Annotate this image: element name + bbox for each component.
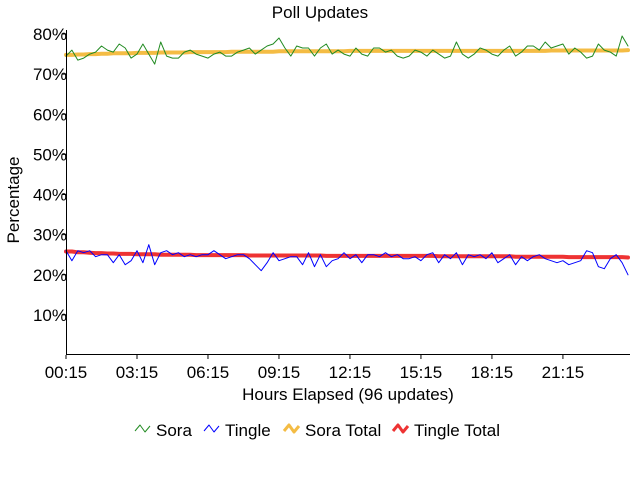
y-tick-label: 30% bbox=[33, 226, 67, 245]
x-tick-label: 21:15 bbox=[542, 363, 585, 382]
plot-series-group bbox=[64, 35, 630, 276]
x-tick-label: 12:15 bbox=[329, 363, 372, 382]
y-tick-label: 60% bbox=[33, 105, 67, 124]
x-tick-label: 06:15 bbox=[187, 363, 230, 382]
legend-label-tingle-total: Tingle Total bbox=[414, 421, 500, 440]
axes-group bbox=[66, 30, 630, 355]
legend-label-sora: Sora bbox=[156, 421, 192, 440]
y-tick-label: 20% bbox=[33, 266, 67, 285]
x-tick-label: 03:15 bbox=[116, 363, 159, 382]
legend-swatch-tingle-total bbox=[391, 423, 410, 434]
series-line-tingle-total bbox=[64, 249, 630, 260]
legend-swatch-sora bbox=[134, 424, 151, 433]
legend-label-tingle: Tingle bbox=[225, 421, 271, 440]
series-line-sora-total bbox=[64, 48, 630, 57]
series-line-tingle bbox=[65, 244, 629, 276]
legend-swatch-sora-total bbox=[282, 423, 301, 434]
x-tick-label: 15:15 bbox=[400, 363, 443, 382]
x-axis-title: Hours Elapsed (96 updates) bbox=[242, 385, 454, 404]
chart-title: Poll Updates bbox=[272, 3, 368, 22]
legend-swatch-tingle bbox=[203, 424, 220, 433]
y-tick-label: 10% bbox=[33, 306, 67, 325]
x-tick-label: 09:15 bbox=[258, 363, 301, 382]
y-tick-label: 40% bbox=[33, 186, 67, 205]
x-tick-label: 00:15 bbox=[45, 363, 88, 382]
y-ticks-group: 10% 20% 30% 40% 50% 60% 70% 80% bbox=[33, 25, 67, 325]
legend-label-sora-total: Sora Total bbox=[305, 421, 381, 440]
y-tick-label: 70% bbox=[33, 65, 67, 84]
legend: Sora Tingle Sora Total Tingle Total bbox=[134, 421, 500, 440]
y-axis-title: Percentage bbox=[4, 157, 23, 244]
series-line-sora bbox=[65, 35, 629, 65]
x-tick-label: 18:15 bbox=[471, 363, 514, 382]
x-ticks-group: 00:15 03:15 06:15 09:15 12:15 15:15 18:15 21:15 bbox=[45, 355, 584, 382]
y-tick-label: 50% bbox=[33, 145, 67, 164]
y-tick-label: 80% bbox=[33, 25, 67, 44]
